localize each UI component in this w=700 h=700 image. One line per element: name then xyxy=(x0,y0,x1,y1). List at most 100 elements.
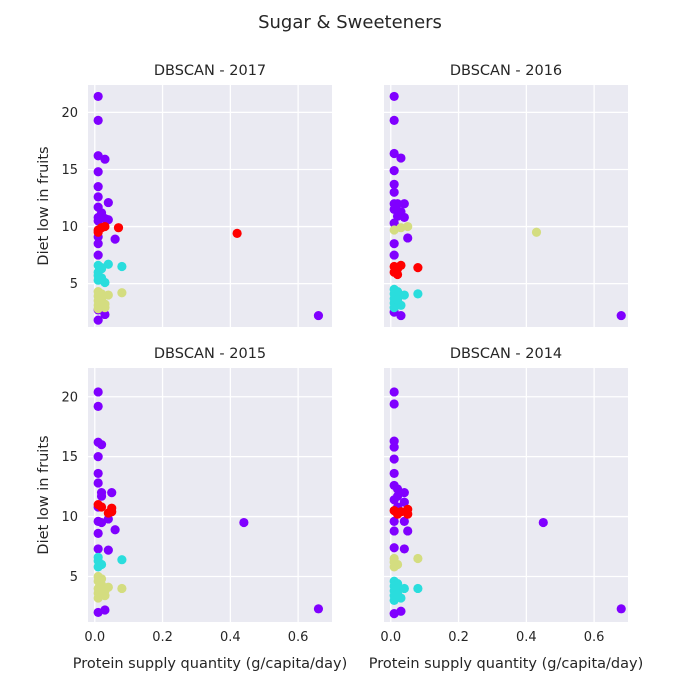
data-point xyxy=(103,215,113,225)
data-point xyxy=(396,223,406,233)
x-tick-label: 0.6 xyxy=(584,630,605,645)
data-point xyxy=(96,502,107,512)
data-point xyxy=(96,264,107,274)
data-point xyxy=(93,528,103,538)
data-point xyxy=(389,239,399,249)
data-point xyxy=(389,543,399,553)
data-point xyxy=(392,295,403,305)
data-point xyxy=(93,151,103,161)
data-point xyxy=(239,517,249,528)
x-tick-label: 0.0 xyxy=(380,630,401,645)
data-point xyxy=(389,218,399,228)
data-point xyxy=(103,545,113,555)
data-point xyxy=(399,488,409,498)
data-point xyxy=(399,516,409,526)
data-point xyxy=(313,604,324,614)
data-point xyxy=(399,290,409,300)
x-axis-label: Protein supply quantity (g/capita/day) xyxy=(369,656,644,672)
data-point xyxy=(93,593,103,603)
subplot-3: DBSCAN - 2015 5 10 15 20 Diet low in fruits 0.… xyxy=(36,346,347,672)
data-point xyxy=(93,167,103,177)
data-point xyxy=(96,440,107,450)
y-tick-label: 20 xyxy=(61,106,78,121)
data-point xyxy=(403,233,413,243)
y-tick-label: 10 xyxy=(61,220,78,235)
data-point xyxy=(389,387,399,397)
data-point xyxy=(389,91,399,102)
y-tick-label: 5 xyxy=(70,570,78,585)
subplot-title: DBSCAN - 2014 xyxy=(450,346,562,362)
x-tick-label: 0.2 xyxy=(448,630,469,645)
data-point xyxy=(389,187,399,197)
data-point xyxy=(117,288,127,298)
data-point xyxy=(103,259,113,269)
x-tick-label: 0.4 xyxy=(220,630,241,645)
data-point xyxy=(392,484,403,494)
y-tick-label: 20 xyxy=(61,390,78,405)
data-point xyxy=(389,495,399,505)
data-point xyxy=(403,526,413,536)
data-point xyxy=(413,263,423,273)
data-point xyxy=(399,497,409,507)
data-point xyxy=(389,468,399,479)
chart-title: Sugar & Sweeteners xyxy=(258,12,442,33)
x-tick-label: 0.4 xyxy=(516,630,537,645)
subplot-title: DBSCAN - 2017 xyxy=(154,63,266,79)
y-axis-label: Diet low in fruits xyxy=(36,435,52,554)
data-point xyxy=(93,468,103,479)
data-point xyxy=(96,491,107,501)
y-axis-label: Diet low in fruits xyxy=(36,146,52,265)
data-point xyxy=(403,221,413,232)
x-tick-label: 0.0 xyxy=(84,630,105,645)
axes-background xyxy=(88,85,332,327)
subplot-grid: DBSCAN - 2017 5 10 15 20 Diet low in fruits DB… xyxy=(36,63,643,672)
subplot-1: DBSCAN - 2017 5 10 15 20 Diet low in fruits xyxy=(36,63,332,327)
data-point xyxy=(93,227,103,237)
data-point xyxy=(413,583,423,594)
data-point xyxy=(100,299,110,309)
y-tick-label: 10 xyxy=(61,510,78,525)
data-point xyxy=(396,260,406,270)
data-point xyxy=(93,387,103,397)
data-point xyxy=(396,606,406,616)
data-point xyxy=(93,544,103,554)
data-point xyxy=(389,179,399,189)
y-tick-label: 15 xyxy=(61,163,78,178)
axes-background xyxy=(384,368,628,622)
data-point xyxy=(399,544,409,554)
data-point xyxy=(313,310,324,321)
data-point xyxy=(389,399,399,409)
data-point xyxy=(399,199,409,209)
data-point xyxy=(389,442,399,452)
data-point xyxy=(103,290,113,300)
data-point xyxy=(403,504,413,514)
data-point xyxy=(389,250,399,260)
data-point xyxy=(616,310,626,321)
data-point xyxy=(100,586,110,596)
data-point xyxy=(389,562,399,572)
data-point xyxy=(389,302,399,313)
axes-background xyxy=(88,368,332,622)
data-point xyxy=(399,583,409,594)
data-point xyxy=(389,526,399,536)
data-point xyxy=(100,221,110,232)
data-point xyxy=(616,604,626,614)
data-point xyxy=(93,250,103,260)
data-point xyxy=(389,454,399,464)
data-point xyxy=(93,239,103,249)
data-point xyxy=(232,228,242,238)
y-tick-label: 15 xyxy=(61,450,78,465)
data-point xyxy=(110,234,120,244)
data-point xyxy=(538,517,548,528)
data-point xyxy=(117,583,127,594)
data-point xyxy=(110,525,120,535)
subplot-4: DBSCAN - 2014 0.0 0.2 0.4 0.6 Protein supply … xyxy=(369,346,644,672)
data-point xyxy=(93,91,103,102)
data-point xyxy=(107,488,117,498)
data-point xyxy=(93,401,103,411)
data-point xyxy=(389,516,399,526)
data-point xyxy=(93,181,103,192)
data-point xyxy=(93,315,103,325)
data-point xyxy=(117,261,127,272)
